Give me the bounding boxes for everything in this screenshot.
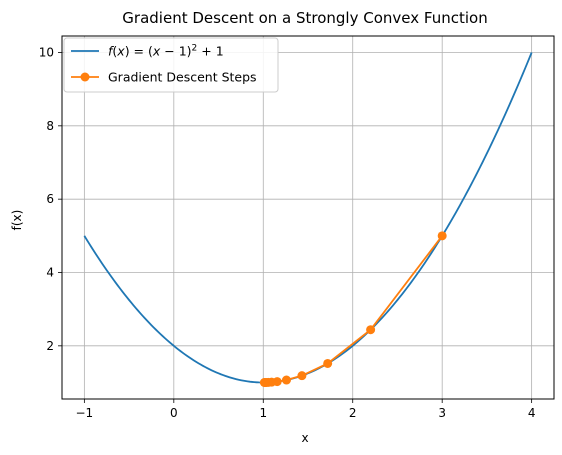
legend-label-function: f(x) = (x − 1)2 + 1 (108, 44, 224, 59)
descent-steps-line (264, 235, 443, 384)
legend-box (63, 37, 279, 93)
legend-label-steps: Gradient Descent Steps (108, 70, 257, 85)
function-curve-layer (83, 52, 533, 384)
descent-step-point (281, 375, 291, 385)
x-axis-label: x (301, 431, 308, 445)
descent-step-point (323, 358, 333, 368)
x-tick-label: 1 (259, 406, 267, 420)
x-tick-label: 4 (528, 406, 536, 420)
y-tick-label: 6 (46, 192, 54, 206)
y-tick-label: 8 (46, 119, 54, 133)
y-tick-label: 2 (46, 339, 54, 353)
descent-step-point (297, 371, 307, 381)
chart-title: Gradient Descent on a Strongly Convex Fu… (122, 9, 487, 27)
y-tick-label: 10 (39, 46, 54, 60)
y-axis-label: f(x) (10, 210, 24, 231)
x-tick-label: 2 (349, 406, 357, 420)
x-axis-ticks: −1 0 1 2 3 4 (76, 399, 536, 420)
y-axis-ticks: 2 4 6 8 10 (39, 46, 62, 353)
descent-step-point (259, 377, 269, 387)
descent-step-point (366, 325, 376, 335)
plot-frame (61, 35, 555, 400)
legend-marker-steps (80, 72, 90, 82)
legend: f(x) = (x − 1)2 + 1 Gradient Descent Ste… (63, 37, 279, 93)
x-tick-label: −1 (76, 406, 94, 420)
y-tick-label: 4 (46, 266, 54, 280)
descent-step-point (437, 231, 447, 241)
x-tick-label: 0 (170, 406, 178, 420)
descent-steps-layer (259, 231, 447, 387)
x-tick-label: 3 (438, 406, 446, 420)
function-curve-line (83, 52, 533, 384)
